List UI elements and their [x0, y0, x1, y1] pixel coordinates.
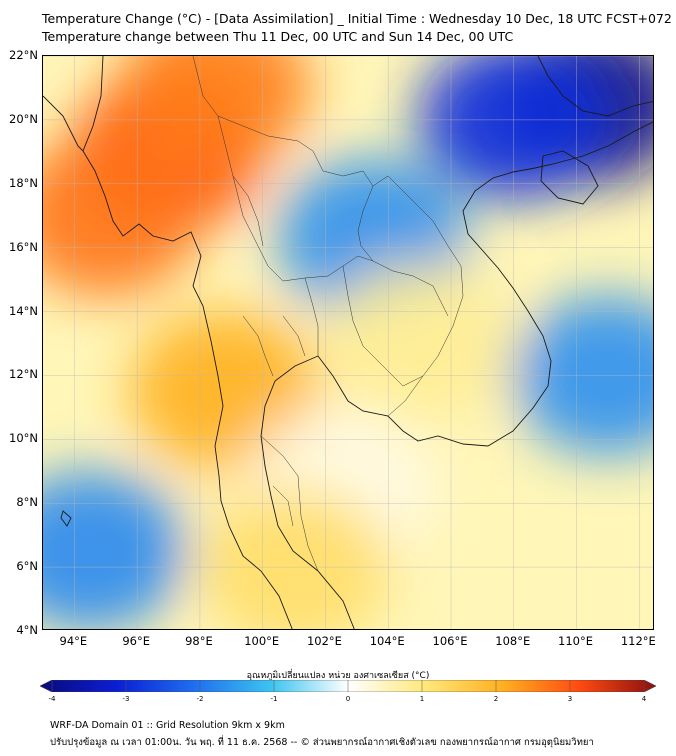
lat-label: 16°N	[9, 239, 38, 254]
lon-label: 110°E	[558, 634, 594, 648]
lat-label: 10°N	[9, 431, 38, 446]
cambodia-warm	[324, 263, 515, 424]
malay-peninsula-warm	[199, 487, 390, 629]
lon-label: 108°E	[495, 634, 531, 648]
map-title: Temperature Change (°C) - [Data Assimila…	[42, 11, 672, 26]
lat-label: 4°N	[16, 623, 38, 637]
map-subtitle: Temperature change between Thu 11 Dec, 0…	[42, 29, 514, 44]
colorbar-tick-label: 4	[641, 695, 647, 703]
temperature-field	[43, 56, 653, 629]
colorbar-tick-label: -3	[122, 695, 130, 703]
thailand-west-warm	[130, 311, 321, 472]
colorbar-tick-label: -1	[270, 695, 278, 703]
lat-label: 12°N	[9, 367, 38, 382]
colorbar-label: อุณหภูมิเปลี่ยนแปลง หน่วย องศาเซลเซียส (…	[246, 671, 430, 681]
lon-label: 112°E	[620, 634, 656, 648]
lat-label: 20°N	[9, 111, 38, 126]
colorbar	[40, 680, 656, 692]
colorbar-tick-label: -4	[48, 695, 56, 703]
bay-of-bengal-warm	[43, 135, 201, 296]
lon-label: 98°E	[185, 634, 213, 648]
colorbar-tick-label: 2	[493, 695, 499, 703]
coastlines	[43, 56, 653, 629]
myanmar-north-warm	[120, 56, 311, 168]
map-canvas	[43, 56, 653, 629]
andaman-south-cool	[43, 471, 186, 629]
lon-label: 96°E	[122, 634, 150, 648]
lon-label: 94°E	[59, 634, 88, 648]
temperature-change-map	[42, 55, 654, 630]
lat-label: 18°N	[9, 175, 38, 190]
colorbar-tick-label: 0	[345, 695, 351, 703]
graticule	[43, 56, 653, 629]
lon-label: 106°E	[432, 634, 468, 648]
footer-model-info: WRF-DA Domain 01 :: Grid Resolution 9km …	[50, 720, 285, 731]
colorbar-tick-label: 1	[419, 695, 425, 703]
lat-label: 14°N	[9, 303, 38, 318]
colorbar-tick-label: 3	[567, 695, 573, 703]
lon-label: 104°E	[369, 634, 405, 648]
footer-credit: ปรับปรุงข้อมูล ณ เวลา 01:00น. วัน พฤ. ที…	[50, 737, 594, 748]
lat-label: 8°N	[16, 495, 38, 510]
lon-label: 100°E	[244, 634, 280, 648]
lon-label: 102°E	[306, 634, 342, 648]
lat-label: 6°N	[16, 559, 38, 574]
colorbar-tick-label: -2	[196, 695, 204, 703]
borders	[192, 56, 464, 572]
lat-label: 22°N	[9, 48, 38, 62]
